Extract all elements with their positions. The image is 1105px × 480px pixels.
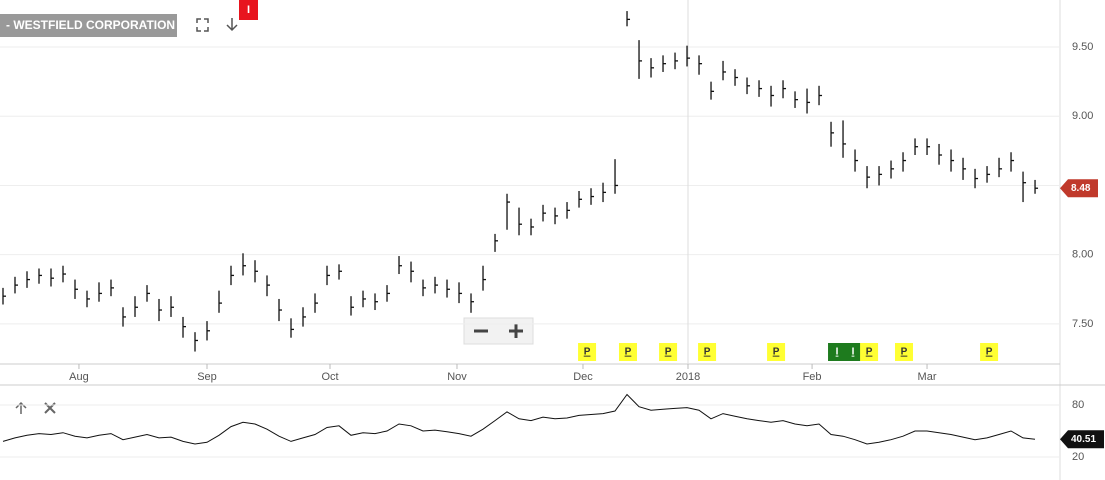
event-label: P [773, 347, 780, 358]
y2-tick-label: 20 [1072, 451, 1084, 463]
x-tick-label: Dec [573, 371, 593, 383]
event-marker [767, 343, 786, 361]
x-tick-label: Feb [803, 371, 822, 383]
x-tick-label: Oct [321, 371, 338, 383]
indicator-tag [1060, 430, 1104, 449]
indicator-line [2, 393, 1036, 445]
event-label: P [866, 347, 873, 358]
event-label: I [836, 347, 839, 358]
event-label: P [986, 347, 993, 358]
y-tick-label: 7.50 [1072, 318, 1093, 330]
y-tick-label: 9.00 [1072, 110, 1093, 122]
event-label: P [665, 347, 672, 358]
x-tick-label: Mar [918, 371, 937, 383]
y2-tick-label: 80 [1072, 399, 1084, 411]
event-label: P [901, 347, 908, 358]
event-label: P [625, 347, 632, 358]
y-tick-label: 9.50 [1072, 41, 1093, 53]
event-label: P [584, 347, 591, 358]
fullscreen-icon[interactable] [196, 18, 209, 32]
price-tag-label: 8.48 [1071, 183, 1091, 194]
badge[interactable] [239, 0, 258, 20]
badge-label: I [247, 4, 250, 16]
zoom-in[interactable] [509, 324, 523, 338]
x-tick-label: Sep [197, 371, 217, 383]
event-marker [828, 343, 847, 361]
event-marker [578, 343, 597, 361]
x-tick-label: Nov [447, 371, 467, 383]
price-tag [1060, 179, 1098, 198]
x-tick-label: 2018 [676, 371, 700, 383]
event-marker [659, 343, 678, 361]
event-marker [843, 343, 862, 361]
event-marker [980, 343, 999, 361]
event-label: I [852, 347, 855, 358]
download-icon[interactable] [226, 18, 238, 32]
indicator-tag-label: 40.51 [1071, 434, 1096, 445]
event-label: P [704, 347, 711, 358]
title-pill[interactable] [0, 14, 177, 37]
event-marker [698, 343, 717, 361]
chart-title: - WESTFIELD CORPORATION [6, 18, 175, 32]
x-tick-label: Aug [69, 371, 89, 383]
event-marker [618, 343, 637, 361]
event-marker [894, 343, 913, 361]
event-marker [860, 343, 879, 361]
y-tick-label: 8.00 [1072, 249, 1093, 261]
